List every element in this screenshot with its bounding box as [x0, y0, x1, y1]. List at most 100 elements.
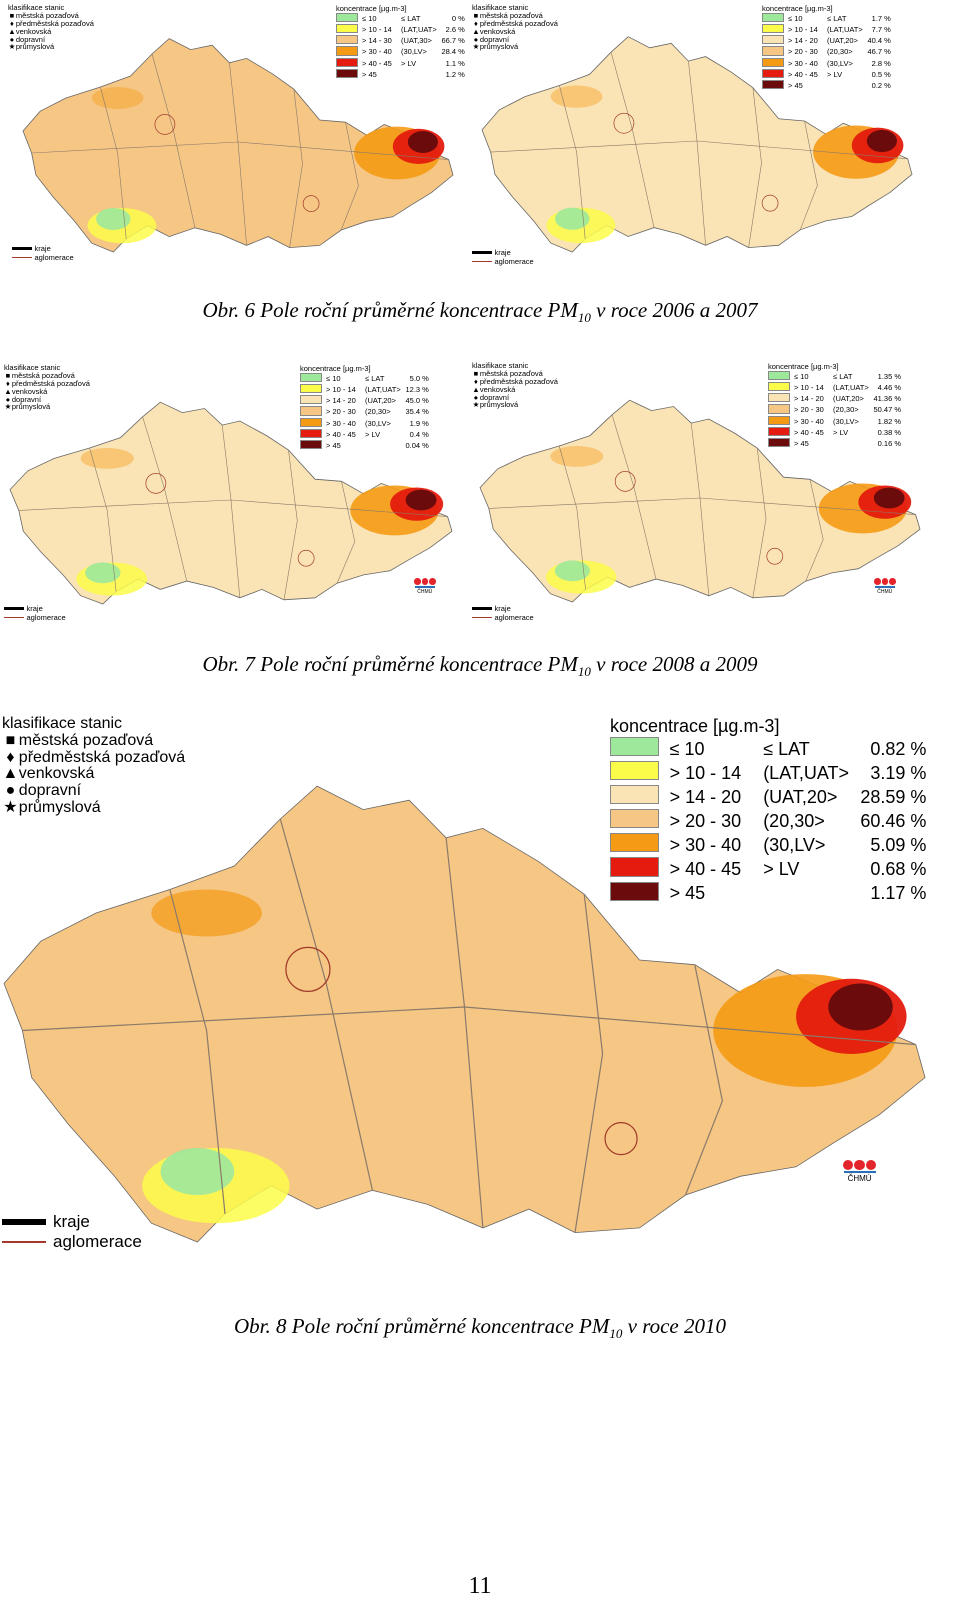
legend-swatch: [610, 785, 659, 805]
station-symbol-icon: ■: [473, 368, 479, 378]
legend-range: > 30 - 40: [362, 47, 392, 57]
agglomeration-border-line: [472, 261, 492, 262]
boundary-label: aglomerace: [494, 613, 534, 622]
legend-code: (LAT,UAT>: [365, 385, 401, 395]
classification-item: ♦ předměstská pozaďová: [472, 19, 558, 28]
boundary-legend-item: aglomerace: [12, 253, 74, 262]
legend-row: > 14 - 20 (UAT,20> 45.0 %: [300, 395, 429, 406]
legend-percent: 0.68 %: [870, 859, 927, 880]
logo-mark: [414, 578, 436, 585]
legend-percent: 60.46 %: [860, 810, 927, 831]
boundary-label: kraje: [52, 1212, 90, 1231]
north-west-zone: [550, 446, 604, 467]
legend-percent: 0.04 %: [405, 440, 429, 450]
legend-range: > 20 - 30: [794, 405, 824, 415]
classification-label: dopravní: [479, 34, 510, 44]
legend-range: > 14 - 20: [794, 394, 824, 404]
legend-row: ≤ 10 ≤ LAT 1.35 %: [768, 371, 901, 382]
classification-title: klasifikace stanic: [2, 715, 123, 732]
legend-range: > 45: [794, 438, 809, 448]
boundary-legend-item: aglomerace: [4, 613, 66, 622]
region-border: [22, 1006, 916, 1046]
legend-percent: 2.6 %: [445, 25, 465, 35]
legend-row: > 20 - 30 (20,30> 60.46 %: [610, 809, 926, 833]
classification-label: venkovská: [479, 26, 516, 36]
legend-row: ≤ 10 ≤ LAT 0.82 %: [610, 737, 926, 761]
legend-code: (30,LV>: [833, 416, 859, 426]
prague-agglomeration: [145, 473, 167, 494]
legend-code: > LV: [763, 859, 800, 880]
legend-swatch: [762, 13, 784, 23]
classification-item: ♦ předměstská pozaďová: [472, 377, 558, 386]
classification-item: ★průmyslová: [472, 401, 558, 409]
legend-range: > 40 - 45: [326, 429, 356, 439]
boundary-legend: kraje aglomerace: [2, 1212, 142, 1252]
classification-label: venkovská: [18, 765, 95, 783]
classification-item: ■ městská pozaďová: [472, 11, 558, 20]
classification-item: ▲venkovská: [8, 27, 94, 36]
station-symbol-icon: ♦: [10, 18, 14, 28]
classification-item: ● dopravní: [8, 35, 94, 44]
classification-item: ♦ předměstská pozaďová: [2, 749, 185, 767]
classification-item: ● dopravní: [2, 782, 185, 800]
caption-text: v roce 2006 a 2007: [590, 298, 758, 322]
region-border: [89, 447, 117, 592]
highest-concentration-zone: [405, 489, 437, 511]
legend-row: > 45 0.16 %: [768, 437, 901, 449]
legend-percent: 1.2 %: [445, 69, 465, 79]
classification-label: předměstská pozaďová: [15, 18, 94, 28]
legend-range: > 14 - 20: [326, 396, 356, 406]
legend-range: ≤ 10: [669, 738, 705, 759]
boundary-legend-item: kraje: [4, 604, 66, 613]
brno-agglomeration: [297, 549, 315, 567]
caption-text: Obr. 7 Pole roční průměrné koncentrace P…: [202, 652, 578, 676]
boundary-legend-item: kraje: [2, 1212, 142, 1232]
legend-range: ≤ 10: [788, 14, 803, 24]
legend-range: > 40 - 45: [362, 58, 392, 68]
classification-label: dopravní: [479, 392, 510, 402]
logo-dot: [874, 578, 881, 585]
station-symbol-icon: ▲: [2, 765, 19, 783]
logo-text: ČHMÚ: [847, 1174, 872, 1184]
boundary-legend: kraje aglomerace: [12, 244, 74, 262]
legend-range: > 10 - 14: [794, 383, 824, 393]
legend-row: > 45 0.04 %: [300, 439, 429, 451]
map-2008: [9, 401, 453, 605]
chmu-logo: ČHMÚ: [414, 578, 436, 595]
station-classification-legend: klasifikace stanic ■ městská pozaďová ♦ před…: [4, 364, 90, 411]
legend-code: (30,LV>: [827, 58, 853, 68]
legend-swatch: [610, 833, 659, 853]
region-border: [558, 445, 586, 590]
legend-code: (LAT,UAT>: [763, 762, 850, 783]
logo-dot: [889, 578, 896, 585]
boundary-legend: kraje aglomerace: [472, 604, 534, 622]
logo-dot: [854, 1160, 865, 1171]
boundary-legend: kraje aglomerace: [472, 248, 534, 266]
lowest-concentration-zone: [554, 560, 590, 582]
station-symbol-icon: ★: [4, 402, 12, 412]
concentration-legend: koncentrace [µg.m-3] ≤ 10 ≤ LAT 0.82 % > 10 …: [610, 716, 926, 906]
legend-title: koncentrace [µg.m-3]: [336, 4, 407, 13]
legend-code: ≤ LAT: [763, 738, 810, 759]
region-border-line: [12, 247, 32, 250]
legend-range: > 20 - 30: [788, 47, 818, 57]
legend-swatch: [610, 881, 659, 901]
legend-percent: 3.19 %: [870, 762, 927, 783]
legend-range: > 40 - 45: [788, 69, 818, 79]
legend-percent: 12.3 %: [405, 385, 429, 395]
map-panel-2006: klasifikace stanic ■ městská pozaďová ♦ před…: [8, 2, 470, 280]
boundary-legend-item: aglomerace: [472, 257, 534, 266]
brno-agglomeration: [302, 195, 320, 212]
agglomeration-border-line: [2, 1240, 47, 1244]
boundary-legend-item: kraje: [12, 244, 74, 253]
boundary-legend: kraje aglomerace: [4, 604, 66, 622]
legend-range: > 40 - 45: [794, 427, 824, 437]
boundary-label: aglomerace: [34, 253, 74, 262]
legend-swatch: [336, 13, 358, 23]
legend-code: (30,LV>: [763, 834, 826, 855]
region-border: [289, 89, 303, 248]
classification-item: ♦ předměstská pozaďová: [4, 379, 90, 388]
legend-percent: 0.2 %: [871, 80, 891, 90]
brno-agglomeration: [761, 194, 779, 212]
station-symbol-icon: ★: [8, 42, 16, 52]
